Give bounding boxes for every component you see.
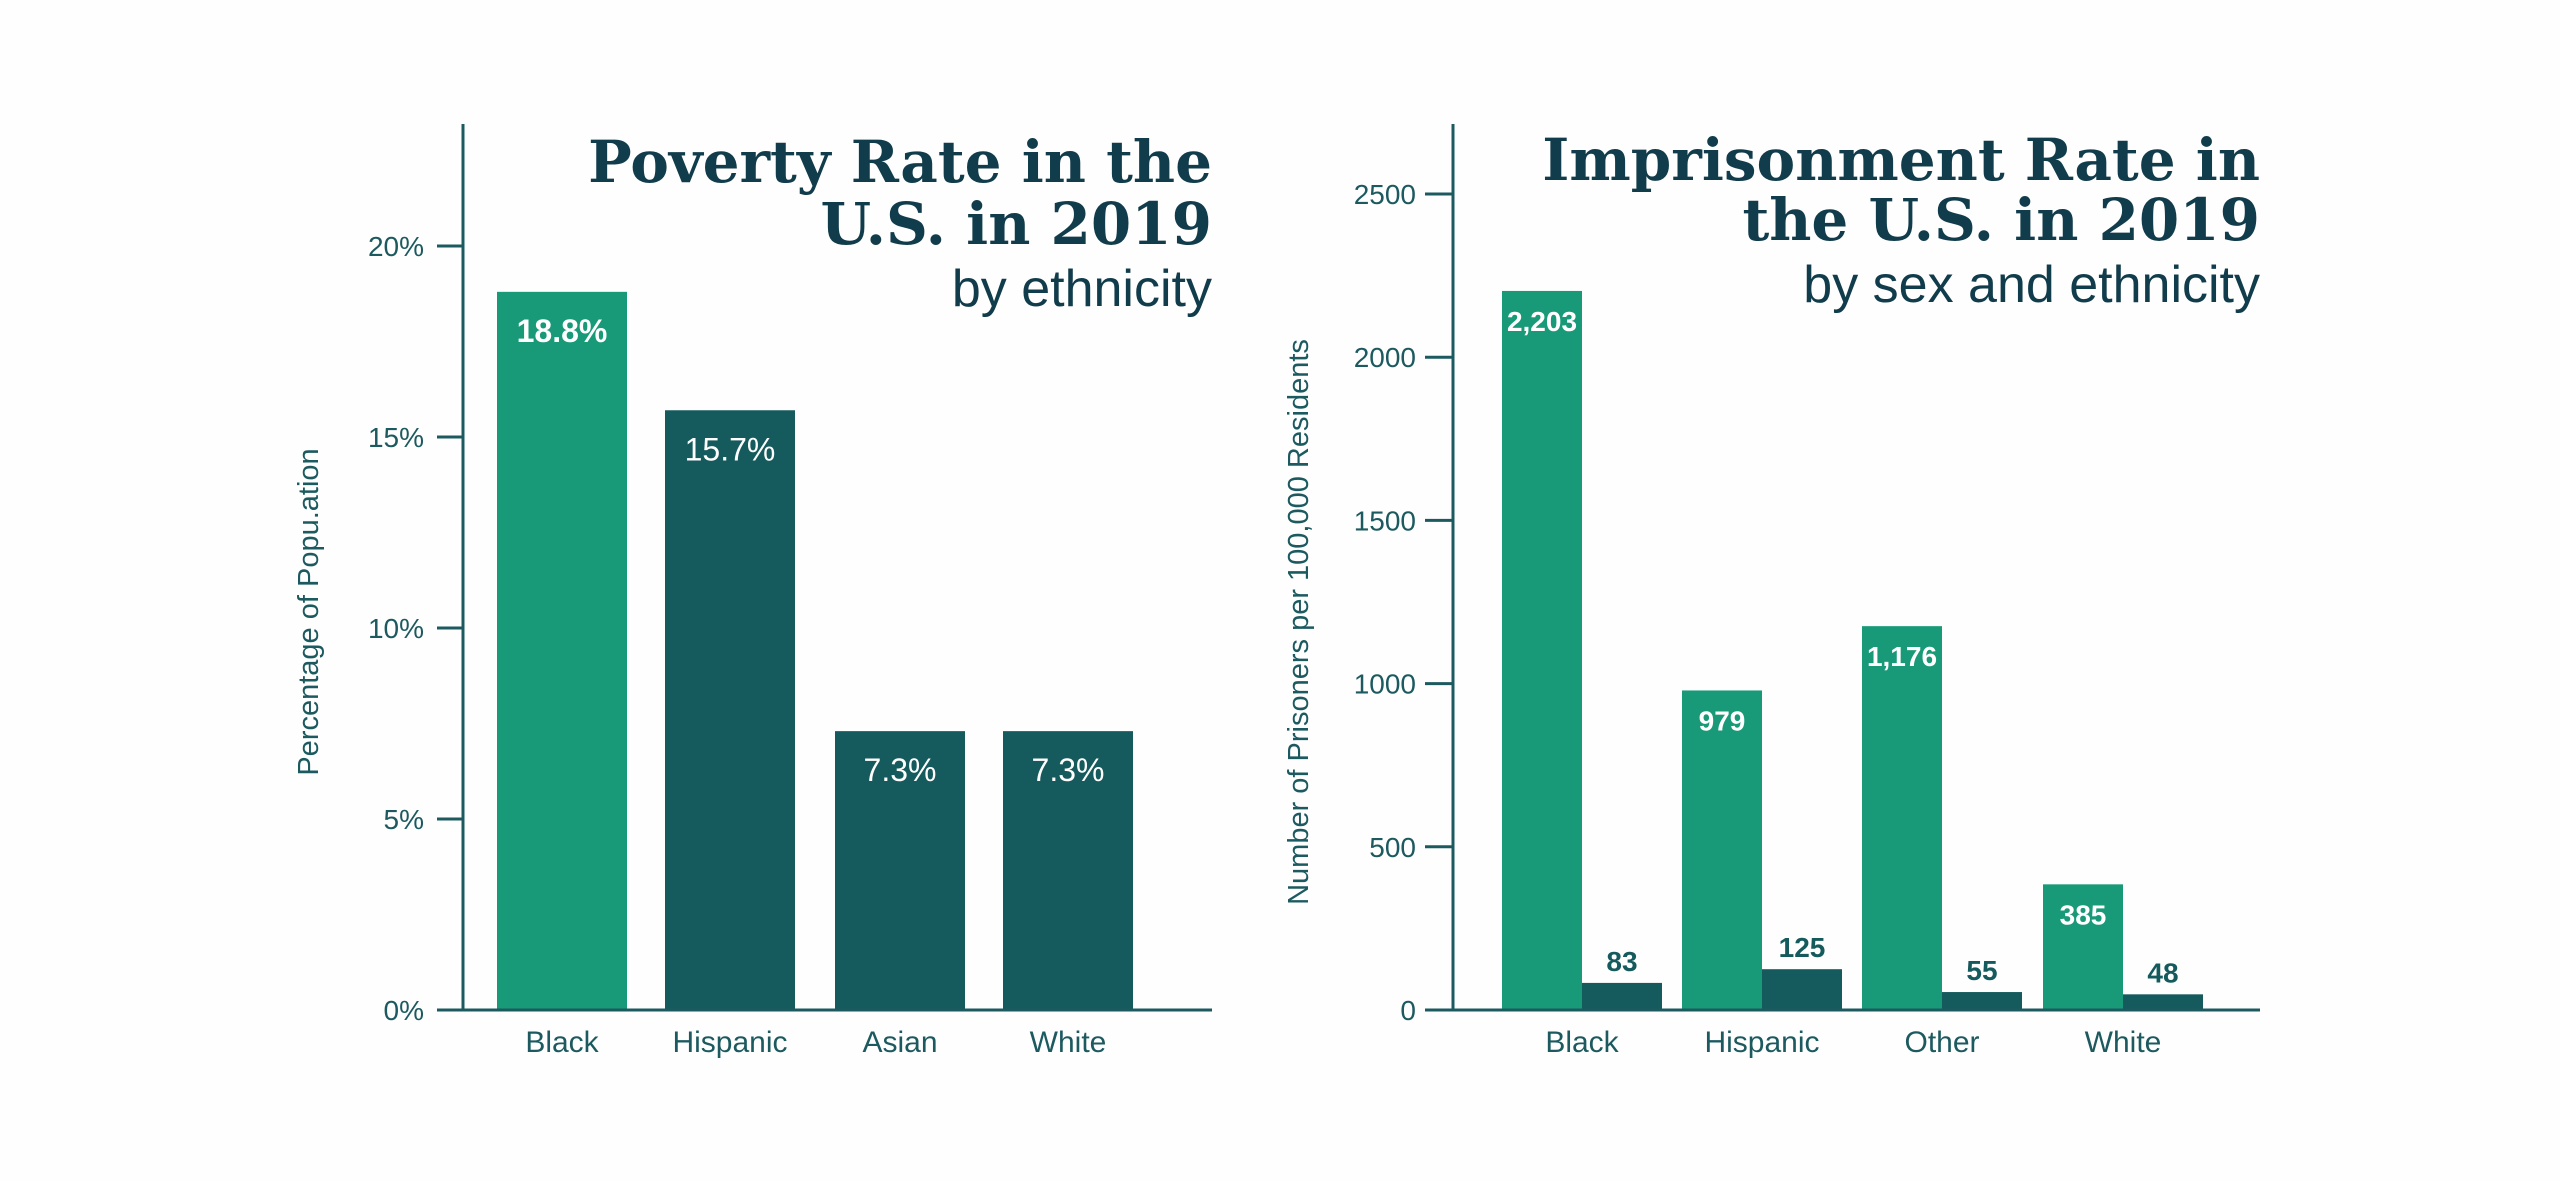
imprisonment-bar-white-male	[2043, 884, 2123, 1010]
imprisonment-bar-black-female	[1582, 982, 1662, 1010]
imprisonment-bar-other-male	[1862, 626, 1942, 1010]
poverty-bar-hispanic	[665, 410, 795, 1010]
imprisonment-bar-value-label: 2,203	[1507, 306, 1577, 337]
poverty-y-tick-label: 15%	[368, 422, 424, 453]
poverty-y-tick-label: 10%	[368, 613, 424, 644]
poverty-category-label: Hispanic	[672, 1026, 787, 1059]
poverty-chart-title-line2: U.S. in 2019	[821, 190, 1212, 258]
poverty-chart-subtitle: by ethnicity	[952, 260, 1212, 318]
imprisonment-bar-value-label: 1,176	[1867, 641, 1937, 672]
imprisonment-bar-value-label: 48	[2147, 957, 2178, 988]
imprisonment-bar-black-male	[1502, 290, 1582, 1010]
imprisonment-bar-hispanic-female	[1762, 969, 1842, 1010]
imprisonment-y-tick-label: 0	[1400, 995, 1416, 1026]
poverty-y-tick-label: 0%	[384, 995, 424, 1026]
imprisonment-y-tick-label: 1000	[1354, 669, 1416, 700]
imprisonment-chart-title-line1: Imprisonment Rate in	[1542, 126, 2260, 194]
imprisonment-y-tick-label: 2500	[1354, 179, 1416, 210]
poverty-bar-value-label: 15.7%	[685, 431, 776, 467]
imprisonment-chart-subtitle: by sex and ethnicity	[1803, 256, 2260, 314]
imprisonment-category-label: Black	[1545, 1026, 1619, 1059]
imprisonment-chart-ylabel: Number of Prisoners per 100,000 Resident…	[1283, 339, 1315, 905]
poverty-y-tick-label: 5%	[384, 804, 424, 835]
imprisonment-category-label: Other	[1904, 1026, 1979, 1059]
imprisonment-category-label: Hispanic	[1704, 1026, 1819, 1059]
imprisonment-bar-value-label: 979	[1699, 705, 1746, 736]
poverty-category-label: Asian	[862, 1026, 937, 1059]
poverty-y-tick-label: 20%	[368, 231, 424, 262]
imprisonment-category-label: White	[2085, 1026, 2162, 1059]
imprisonment-y-tick-label: 500	[1369, 832, 1416, 863]
poverty-bar-value-label: 7.3%	[1032, 752, 1105, 788]
imprisonment-bar-hispanic-male	[1682, 690, 1762, 1010]
imprisonment-bar-value-label: 83	[1606, 946, 1637, 977]
poverty-chart-title-line1: Poverty Rate in the	[588, 128, 1212, 196]
imprisonment-y-tick-label: 1500	[1354, 505, 1416, 536]
imprisonment-y-tick-label: 2000	[1354, 342, 1416, 373]
poverty-category-label: White	[1030, 1026, 1107, 1059]
imprisonment-bar-white-female	[2123, 994, 2203, 1010]
imprisonment-bar-other-female	[1942, 992, 2022, 1010]
poverty-bar-value-label: 18.8%	[517, 313, 608, 349]
poverty-chart-ylabel: Percentage of Popu.ation	[293, 448, 325, 775]
imprisonment-bar-value-label: 125	[1779, 932, 1826, 963]
poverty-bar-value-label: 7.3%	[864, 752, 937, 788]
poverty-bar-white	[1003, 731, 1133, 1010]
poverty-category-label: Black	[525, 1026, 599, 1059]
imprisonment-bar-value-label: 385	[2060, 899, 2107, 930]
imprisonment-chart-title-line2: the U.S. in 2019	[1742, 186, 2260, 254]
poverty-bar-asian	[835, 731, 965, 1010]
imprisonment-bar-value-label: 55	[1966, 955, 1997, 986]
poverty-bar-black	[497, 291, 627, 1011]
